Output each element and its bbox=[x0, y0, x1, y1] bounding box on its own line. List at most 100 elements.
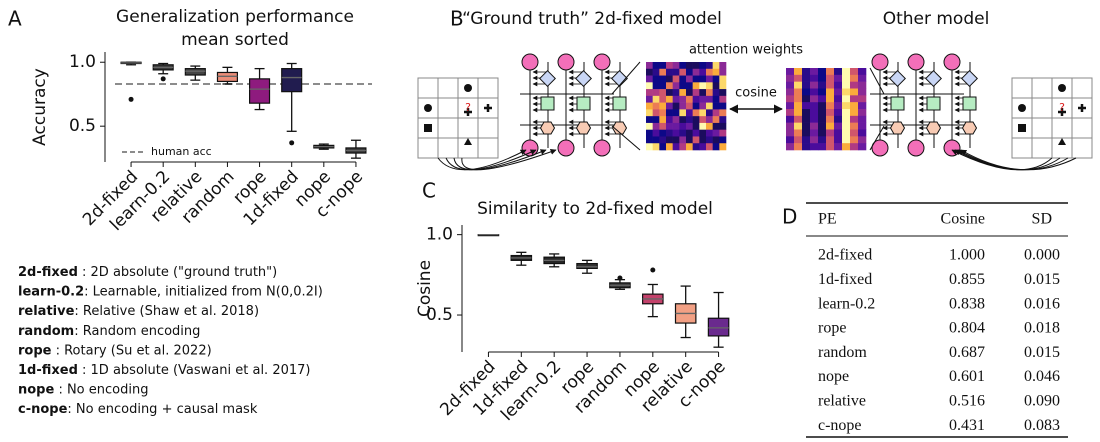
heatmap-cell bbox=[646, 89, 653, 97]
heatmap-cell bbox=[699, 116, 707, 124]
heatmap-cell bbox=[666, 122, 673, 130]
heatmap-cell bbox=[706, 75, 713, 83]
panel-label: C bbox=[422, 179, 436, 203]
heatmap-cell bbox=[850, 68, 859, 76]
legend-entry: relative: Relative (Shaw et al. 2018) bbox=[18, 304, 259, 319]
heatmap-cell bbox=[659, 68, 667, 76]
heatmap-cell bbox=[719, 129, 727, 137]
heatmap-cell bbox=[646, 136, 653, 144]
grid-cell bbox=[437, 137, 459, 159]
table-cell: 0.516 bbox=[949, 392, 985, 409]
y-axis-label: Cosine bbox=[415, 260, 435, 317]
heatmap-cell bbox=[794, 88, 803, 96]
grid-symbol bbox=[424, 124, 432, 132]
heatmap-cell bbox=[802, 81, 811, 89]
heatmap-cell bbox=[794, 129, 803, 137]
heatmap-cell bbox=[706, 116, 713, 124]
heatmap-cell bbox=[706, 102, 713, 110]
description: : 2D absolute ("ground truth") bbox=[78, 265, 277, 280]
heatmap-cell bbox=[652, 116, 660, 124]
heatmap-cell bbox=[786, 115, 795, 123]
heatmap-cell bbox=[666, 136, 673, 144]
node bbox=[871, 53, 889, 71]
heatmap-cell bbox=[712, 75, 720, 83]
grid-cell bbox=[477, 77, 499, 99]
heatmap-cell bbox=[706, 143, 713, 151]
heatmap-cell bbox=[810, 115, 819, 123]
grid-cell bbox=[417, 137, 439, 159]
heatmap-cell bbox=[810, 95, 819, 103]
heatmap-cell bbox=[858, 95, 867, 103]
heatmap-cell bbox=[692, 68, 700, 76]
term: random bbox=[18, 323, 74, 338]
heatmap-cell bbox=[802, 88, 811, 96]
heatmap-cell bbox=[672, 122, 680, 130]
heatmap-cell bbox=[672, 102, 680, 110]
table-cell: 1d-fixed bbox=[818, 271, 872, 288]
table-cell: 0.018 bbox=[1024, 320, 1060, 337]
heatmap-cell bbox=[659, 95, 667, 103]
heatmap-cell bbox=[666, 82, 673, 90]
loop-arrow bbox=[461, 148, 557, 171]
node bbox=[907, 53, 925, 71]
table-header: PE bbox=[818, 211, 837, 228]
y-tick-label: 1.0 bbox=[69, 52, 96, 72]
token-diamond bbox=[961, 70, 978, 87]
table-cell: 1.000 bbox=[949, 247, 985, 264]
token-hex bbox=[575, 121, 592, 135]
description: : Rotary (Su et al. 2022) bbox=[51, 343, 211, 358]
heatmap-cell bbox=[786, 143, 795, 151]
heatmap-cell bbox=[699, 95, 707, 103]
heatmap-cell bbox=[646, 62, 653, 70]
heatmap-cell bbox=[794, 136, 803, 144]
table-header: Cosine bbox=[941, 211, 985, 228]
heatmap-cell bbox=[826, 109, 835, 117]
heatmap-cell bbox=[686, 68, 693, 76]
heatmap-cell bbox=[646, 129, 653, 137]
heatmap-cell bbox=[706, 68, 713, 76]
heatmap-cell bbox=[652, 109, 660, 117]
table-cell: random bbox=[818, 344, 867, 361]
box bbox=[281, 68, 303, 93]
grid-symbol bbox=[464, 84, 472, 92]
node bbox=[871, 139, 889, 157]
heatmap-cell bbox=[679, 109, 687, 117]
heatmap-cell bbox=[686, 75, 693, 83]
heatmap-cell bbox=[692, 129, 700, 137]
heatmap-cell bbox=[786, 95, 795, 103]
heatmap-cell bbox=[679, 75, 687, 83]
table-cell: 0.804 bbox=[949, 320, 985, 337]
heatmap-cell bbox=[699, 129, 707, 137]
legend-entry: learn-0.2: Learnable, initialized from N… bbox=[18, 284, 323, 299]
heatmap-cell bbox=[786, 74, 795, 82]
description: : 1D absolute (Vaswani et al. 2017) bbox=[78, 363, 311, 378]
heatmap-cell bbox=[719, 68, 727, 76]
heatmap-cell bbox=[666, 129, 673, 137]
node bbox=[593, 139, 611, 157]
heatmap-cell bbox=[712, 122, 720, 130]
heatmap-cell bbox=[652, 136, 660, 144]
heatmap-cell bbox=[672, 95, 680, 103]
heatmap-cell bbox=[794, 102, 803, 110]
term: learn-0.2 bbox=[18, 284, 84, 299]
legend-entry: rope : Rotary (Su et al. 2022) bbox=[18, 343, 212, 358]
heatmap-cell bbox=[712, 95, 720, 103]
table-cell: 0.015 bbox=[1024, 344, 1060, 361]
query-mark: ? bbox=[465, 101, 471, 114]
heatmap-cell bbox=[834, 102, 843, 110]
heatmap-cell bbox=[692, 82, 700, 90]
heatmap-cell bbox=[858, 81, 867, 89]
heatmap-cell bbox=[858, 136, 867, 144]
heatmap-cell bbox=[659, 82, 667, 90]
heatmap-cell bbox=[692, 62, 700, 70]
heatmap-cell bbox=[719, 89, 727, 97]
heatmap-cell bbox=[699, 75, 707, 83]
chart-title: Generalization performance bbox=[116, 7, 354, 27]
grid-cell bbox=[1031, 117, 1053, 139]
heatmap-cell bbox=[679, 68, 687, 76]
heatmap-cell bbox=[850, 102, 859, 110]
heatmap-cell bbox=[818, 109, 827, 117]
heatmap-cell bbox=[706, 136, 713, 144]
heatmap-cell bbox=[706, 129, 713, 137]
